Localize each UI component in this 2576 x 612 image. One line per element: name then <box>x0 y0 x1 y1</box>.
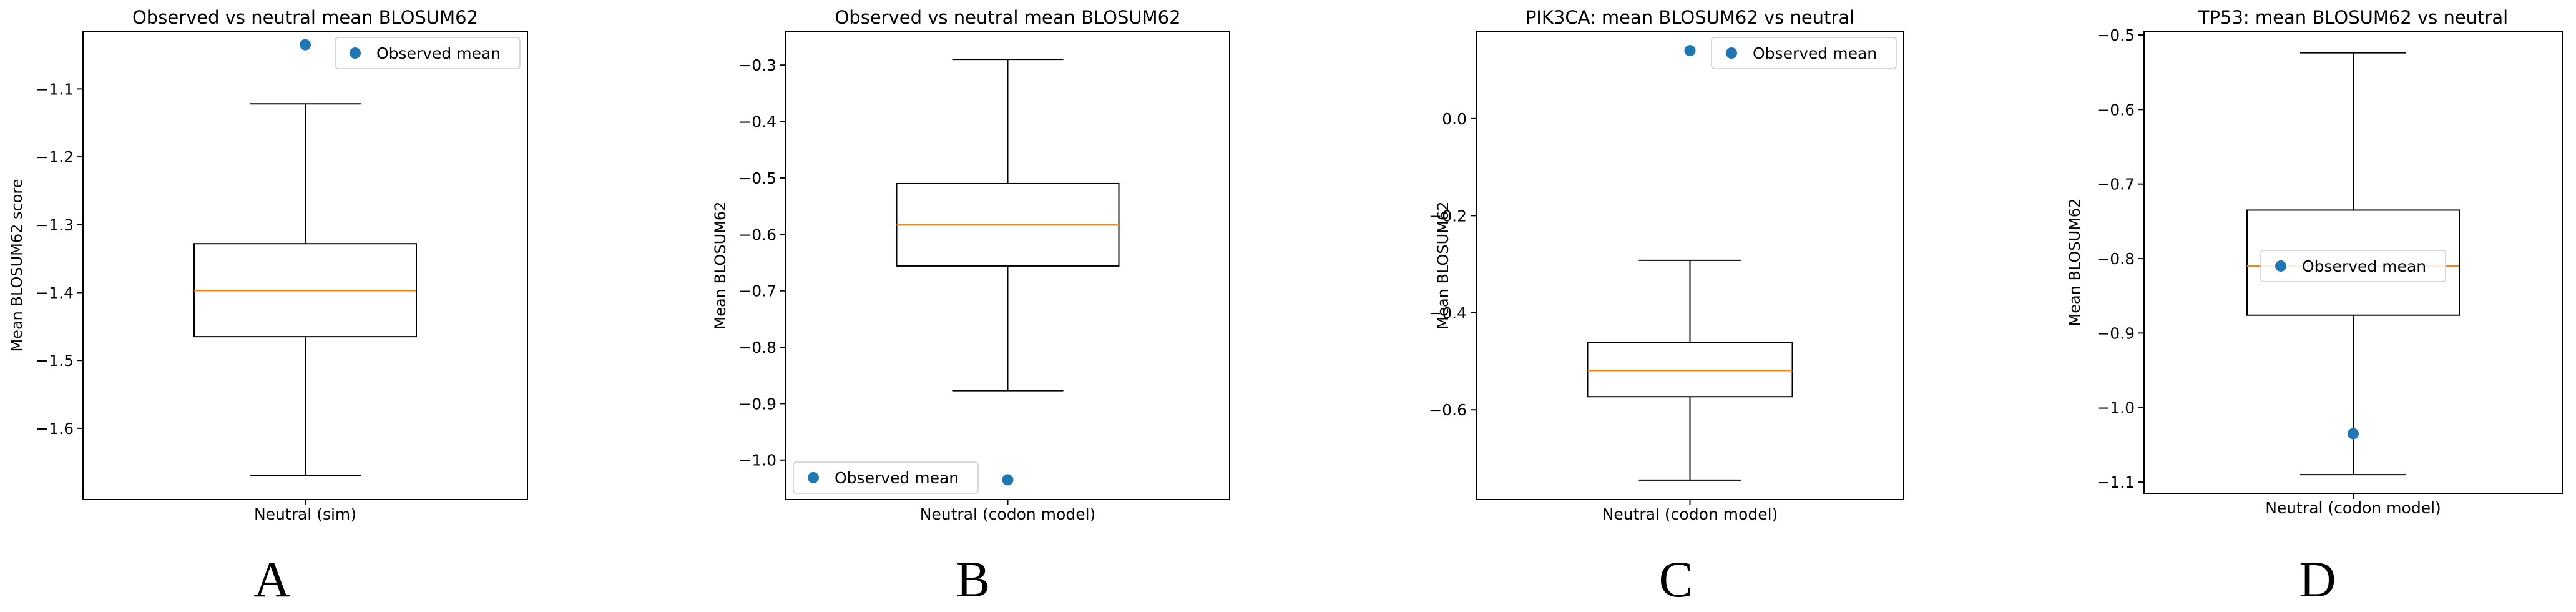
y-tick-label: −1.6 <box>36 420 74 438</box>
legend-box <box>2260 250 2446 282</box>
iqr-box <box>1587 342 1793 398</box>
chart-title: PIK3CA: mean BLOSUM62 vs neutral <box>1526 7 1854 28</box>
legend-marker <box>1726 47 1737 59</box>
y-axis-label: Mean BLOSUM62 <box>712 202 729 330</box>
y-axis-label: Mean BLOSUM62 <box>2066 199 2084 327</box>
y-tick-label: −0.2 <box>1429 207 1467 225</box>
legend-box <box>335 37 521 69</box>
observed-mean-point <box>1684 45 1696 57</box>
legend-box <box>793 461 979 494</box>
chart-title: Observed vs neutral mean BLOSUM62 <box>835 7 1180 28</box>
observed-mean-point <box>1002 474 1014 486</box>
panel-letter: B <box>956 551 991 608</box>
y-tick-label: −1.1 <box>2097 473 2135 491</box>
legend-label: Observed mean <box>1753 44 1877 62</box>
y-tick-label: −0.5 <box>738 169 776 187</box>
x-tick-label: Neutral (codon model) <box>1602 505 1778 523</box>
y-tick-label: −0.7 <box>738 282 776 300</box>
y-tick-label: −0.6 <box>1429 401 1467 419</box>
y-axis-label: Mean BLOSUM62 score <box>8 179 26 352</box>
y-tick-label: −1.0 <box>738 452 776 470</box>
y-tick-label: −0.8 <box>2097 250 2135 268</box>
observed-mean-point <box>2348 428 2359 440</box>
y-tick-label: −0.8 <box>738 338 776 357</box>
legend-box <box>1711 37 1897 69</box>
y-tick-label: 0.0 <box>1442 110 1467 128</box>
chart-panel-c: PIK3CA: mean BLOSUM62 vs neutral −0.6 −0.4… <box>1429 7 1904 608</box>
legend-marker <box>350 47 361 59</box>
chart-title: TP53: mean BLOSUM62 vs neutral <box>2198 7 2508 28</box>
legend: Observed mean <box>335 37 521 69</box>
y-tick-label: −0.9 <box>2097 324 2135 342</box>
y-tick-label: −0.6 <box>2097 101 2135 119</box>
y-tick-label: −1.4 <box>36 284 74 302</box>
y-tick-label: −1.2 <box>36 148 74 166</box>
observed-mean-point <box>300 39 311 51</box>
y-tick-label: −0.6 <box>738 225 776 244</box>
legend: Observed mean <box>1711 37 1897 69</box>
x-tick-label: Neutral (sim) <box>254 505 356 523</box>
y-tick-label: −0.7 <box>2097 175 2135 194</box>
y-tick-label: −1.5 <box>36 352 74 370</box>
y-axis-label: Mean BLOSUM62 <box>1434 202 1452 330</box>
chart-panel-b: Observed vs neutral mean BLOSUM62 −1.0 −0.… <box>712 7 1230 608</box>
legend-marker <box>2275 260 2286 272</box>
chart-panel-a: Observed vs neutral mean BLOSUM62 −1.6 −1.… <box>8 7 528 608</box>
y-tick-label: −0.4 <box>1429 304 1467 322</box>
legend-label: Observed mean <box>2302 257 2426 275</box>
y-tick-label: −0.5 <box>2097 26 2135 44</box>
x-tick-label: Neutral (codon model) <box>2265 499 2441 517</box>
y-tick-label: −0.3 <box>738 56 776 74</box>
x-tick-label: Neutral (codon model) <box>920 505 1096 523</box>
legend-label: Observed mean <box>835 469 959 487</box>
y-tick-label: −0.9 <box>738 395 776 413</box>
iqr-box <box>2246 209 2460 316</box>
panel-letter: A <box>253 551 290 608</box>
chart-panel-d: TP53: mean BLOSUM62 vs neutral −1.1 −1.0 −0… <box>2066 7 2563 608</box>
chart-title: Observed vs neutral mean BLOSUM62 <box>132 7 478 28</box>
legend: Observed mean <box>793 461 979 494</box>
panel-letter: C <box>1659 551 1693 608</box>
legend-marker <box>808 472 819 483</box>
legend-label: Observed mean <box>376 44 501 62</box>
legend: Observed mean <box>2260 250 2446 282</box>
panel-letter: D <box>2299 551 2336 608</box>
y-tick-label: −1.3 <box>36 216 74 234</box>
y-tick-label: −0.4 <box>738 113 776 131</box>
y-tick-label: −1.1 <box>36 80 74 98</box>
y-tick-label: −1.0 <box>2097 399 2135 417</box>
